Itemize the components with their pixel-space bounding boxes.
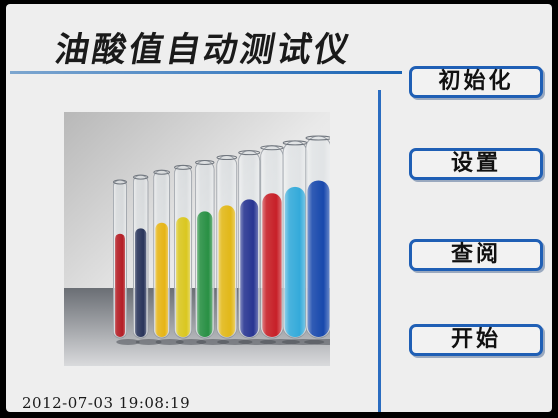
tube-rim <box>113 179 127 185</box>
title-underline <box>10 71 402 74</box>
panel-divider <box>378 90 381 412</box>
tube-highlight <box>238 150 260 338</box>
settings-button[interactable]: 设置 <box>409 148 543 180</box>
tube-rim <box>305 135 330 141</box>
tube-shadow <box>135 339 162 345</box>
tube-shadow <box>304 339 330 345</box>
start-button[interactable]: 开始 <box>409 324 543 356</box>
tube-rim <box>133 174 149 180</box>
app-title: 油酸值自动测试仪 <box>51 30 355 70</box>
tube-shadow <box>155 339 184 345</box>
tube-highlight <box>153 170 170 338</box>
review-button[interactable]: 查阅 <box>409 239 543 271</box>
tube-shadow <box>116 339 140 345</box>
test-tubes-image <box>64 112 330 366</box>
tube-highlight <box>260 145 284 338</box>
tube-highlight <box>306 136 330 338</box>
tube-highlight <box>113 180 127 338</box>
tube-rim <box>174 164 193 170</box>
tube-rim <box>216 155 238 161</box>
tube-highlight <box>133 175 148 338</box>
tube-rim <box>195 159 215 165</box>
tube-highlight <box>195 160 214 338</box>
screen: 油酸值自动测试仪 <box>6 4 552 412</box>
tube-rim <box>153 169 171 175</box>
datetime-display: 2012-07-03 19:08:19 <box>22 394 191 412</box>
tube-rim <box>260 145 284 151</box>
tube-highlight <box>174 165 192 338</box>
init-button[interactable]: 初始化 <box>409 66 543 98</box>
tube-highlight <box>216 155 237 338</box>
tube-highlight <box>283 140 307 338</box>
tube-rim <box>238 150 261 156</box>
